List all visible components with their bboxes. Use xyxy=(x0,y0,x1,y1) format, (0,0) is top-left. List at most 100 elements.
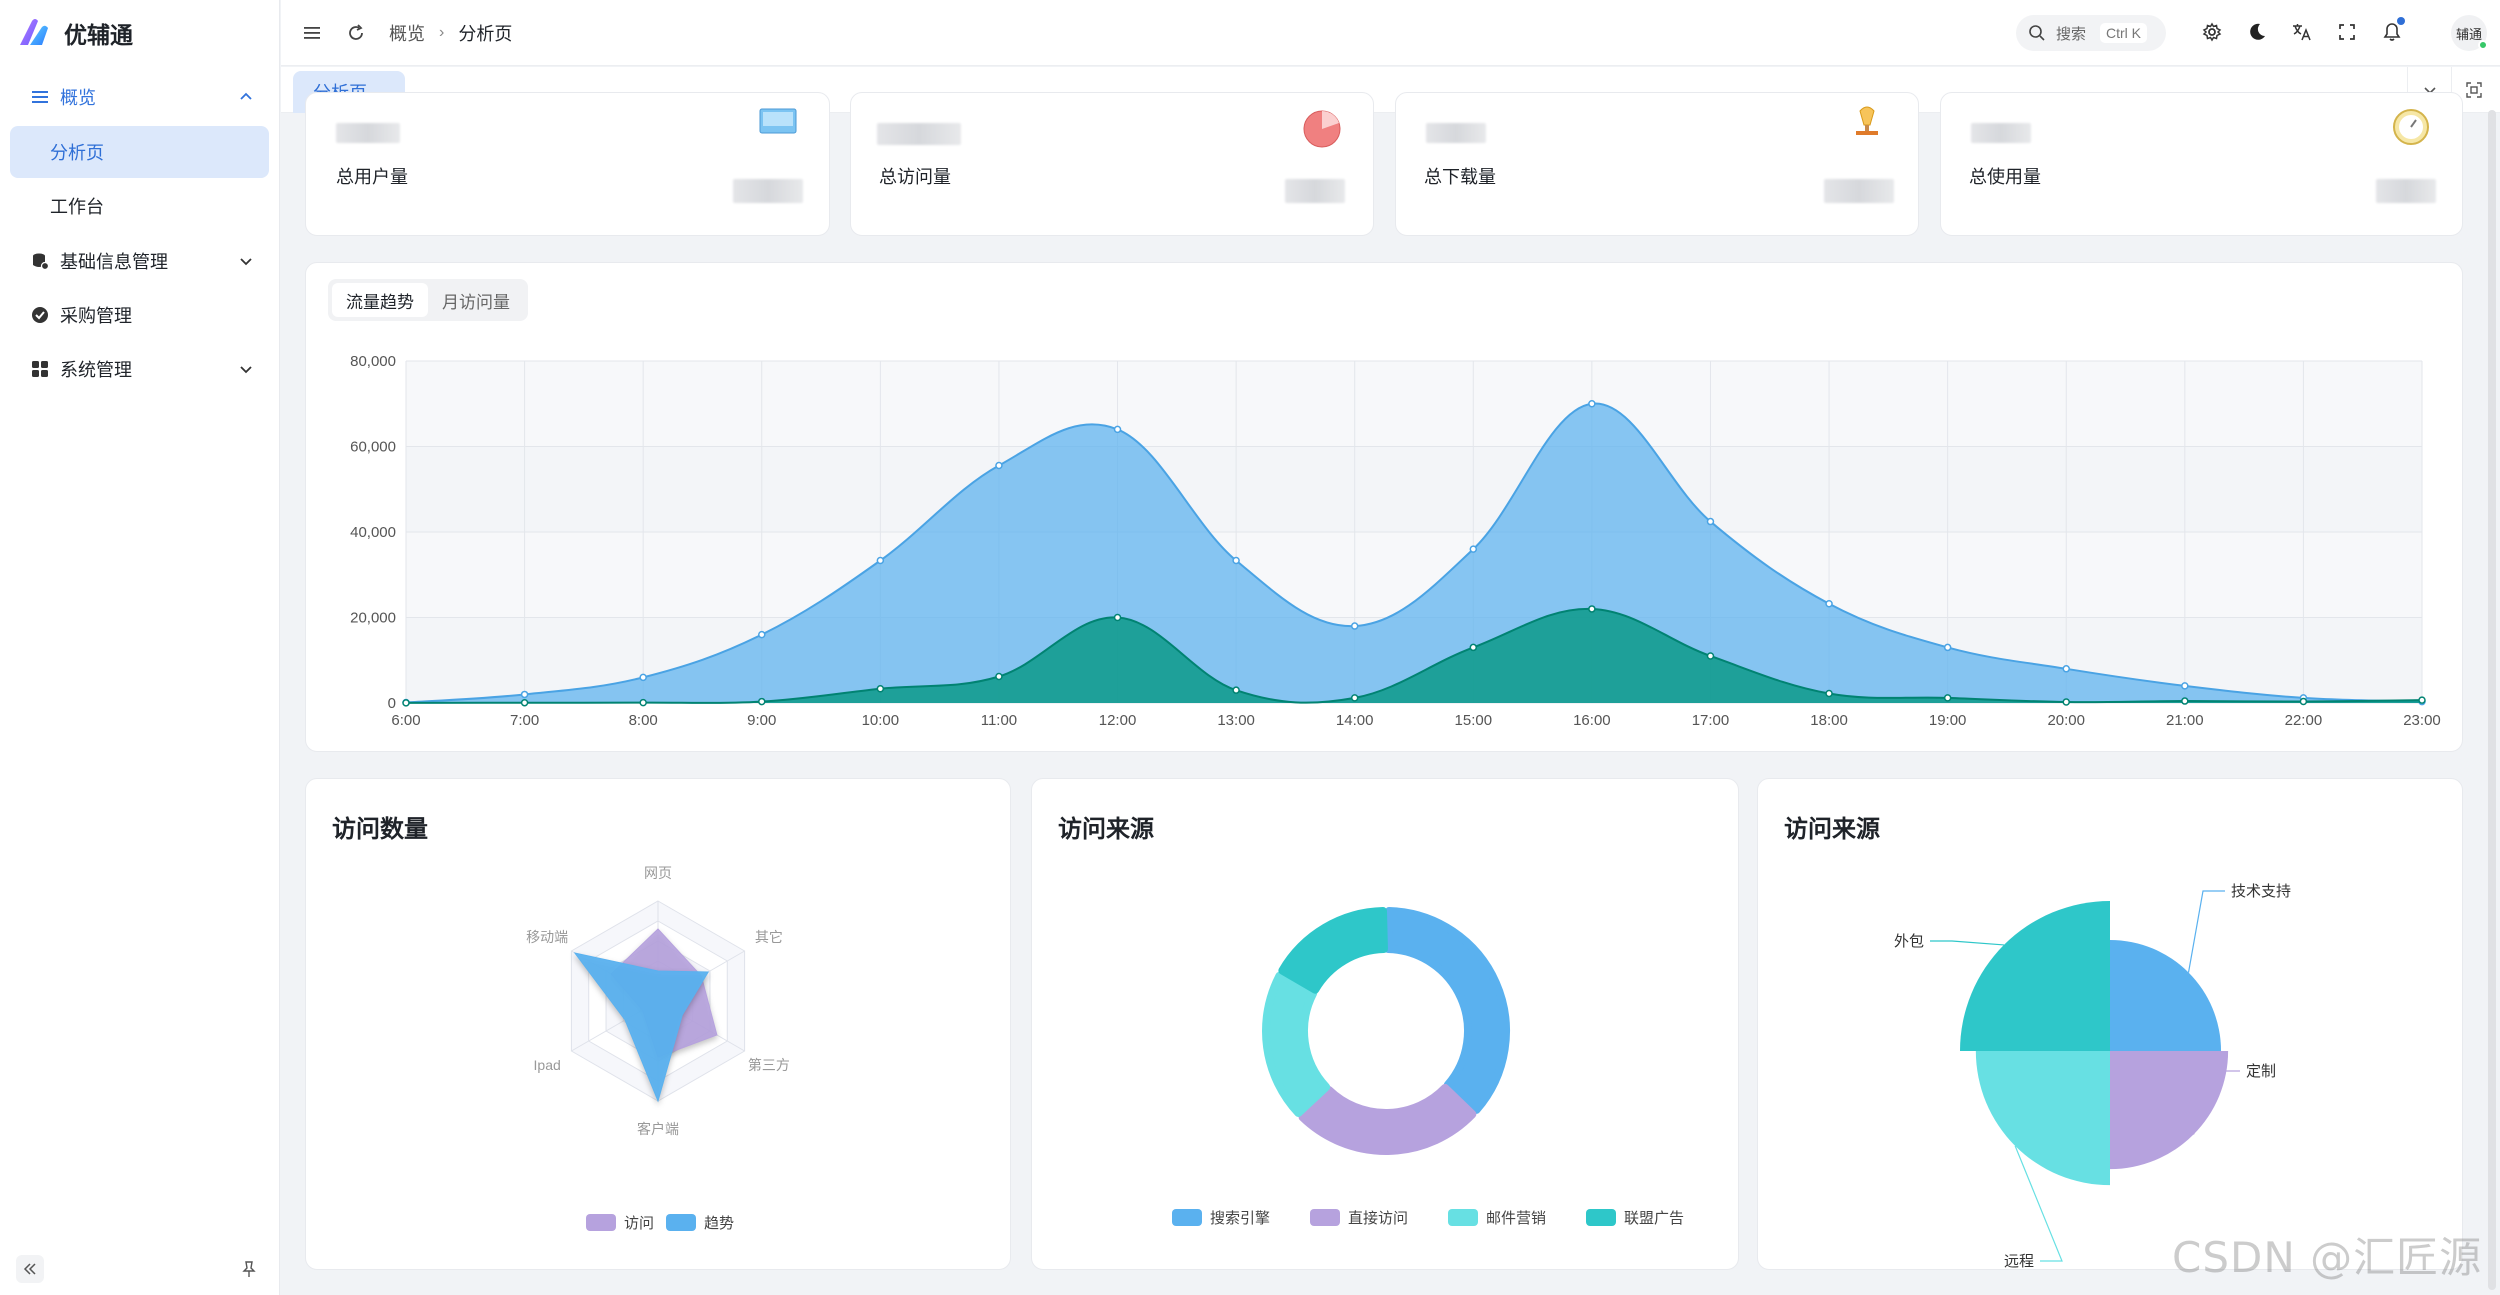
breadcrumb-item[interactable]: 概览 xyxy=(389,23,425,44)
data-point xyxy=(520,690,529,699)
user-avatar[interactable]: 辅通 xyxy=(2451,15,2488,51)
double-chevron-left-icon xyxy=(23,1263,36,1275)
grid-icon xyxy=(30,359,50,379)
data-point xyxy=(995,461,1003,470)
data-point xyxy=(876,556,885,565)
data-point xyxy=(1588,605,1596,613)
legend-swatch xyxy=(1448,1209,1478,1226)
radar-series-area xyxy=(573,952,710,1103)
x-tick-label: 10:00 xyxy=(862,712,900,729)
card-title: 访问来源 xyxy=(1058,816,1154,843)
lamp-icon xyxy=(1856,106,1878,135)
y-tick-label: 60,000 xyxy=(350,439,396,456)
chevron-down-icon xyxy=(240,258,252,266)
sidebar-item-overview[interactable]: 概览 xyxy=(10,70,269,124)
x-tick-label: 19:00 xyxy=(1929,712,1967,729)
sidebar-item-label: 采购管理 xyxy=(60,306,132,326)
settings-gear-icon[interactable] xyxy=(2201,21,2223,43)
series-area xyxy=(406,608,2422,703)
radar-indicator-label: 客户端 xyxy=(637,1121,679,1137)
collapse-sidebar-button[interactable] xyxy=(16,1255,44,1283)
pin-sidebar-button[interactable] xyxy=(235,1255,263,1283)
notification-dot xyxy=(2397,17,2405,25)
data-point xyxy=(1943,643,1952,652)
sidebar-footer xyxy=(16,1255,263,1285)
rose-slice xyxy=(2110,1051,2229,1170)
trend-tab-switch: 流量趋势 月访问量 xyxy=(328,279,528,321)
legend-swatch xyxy=(1172,1209,1202,1226)
card-title: 访问来源 xyxy=(1784,816,1880,843)
series-area xyxy=(406,403,2422,703)
legend-label: 联盟广告 xyxy=(1624,1210,1684,1227)
grid-band xyxy=(406,361,2422,447)
tab-traffic-trend[interactable]: 流量趋势 xyxy=(332,283,428,317)
legend-swatch xyxy=(1310,1209,1340,1226)
tab-maximize-button[interactable] xyxy=(2451,67,2495,113)
data-point xyxy=(2299,697,2308,706)
x-tick-label: 15:00 xyxy=(1455,712,1493,729)
legend-swatch xyxy=(1586,1209,1616,1226)
legend-label: 访问 xyxy=(624,1215,654,1232)
blurred-value xyxy=(2376,179,2436,203)
blurred-value xyxy=(877,123,961,145)
rose-slice-label: 远程 xyxy=(2004,1253,2034,1269)
header-actions xyxy=(2201,17,2426,43)
online-status-dot xyxy=(2478,40,2488,50)
y-tick-label: 40,000 xyxy=(350,524,396,541)
sidebar-item-system[interactable]: 系统管理 xyxy=(10,342,269,396)
legend-label: 搜索引擎 xyxy=(1210,1210,1270,1227)
data-point xyxy=(1706,517,1715,526)
rose-slice-label: 技术支持 xyxy=(2231,883,2291,900)
card-title: 访问数量 xyxy=(332,816,428,843)
sidebar-item-basic-info[interactable]: 基础信息管理 xyxy=(10,234,269,288)
data-point xyxy=(1350,694,1359,702)
donut-legend: 搜索引擎 直接访问 邮件营销 联盟广告 xyxy=(1172,1209,1684,1227)
blurred-value xyxy=(733,179,803,203)
x-tick-label: 23:00 xyxy=(2403,712,2441,729)
blurred-value xyxy=(1285,179,1345,203)
language-translate-icon[interactable] xyxy=(2291,21,2313,43)
watermark: CSDN @汇匠源 xyxy=(2172,1233,2483,1282)
data-point xyxy=(1113,425,1122,434)
app-name: 优辅通 xyxy=(64,22,133,48)
avatar-text: 辅通 xyxy=(2455,26,2482,42)
data-point xyxy=(1469,545,1478,553)
data-point xyxy=(1350,622,1359,630)
label-leader-line xyxy=(1930,940,2004,946)
fullscreen-icon[interactable] xyxy=(2336,21,2358,43)
menu-toggle-icon[interactable] xyxy=(301,22,323,44)
page-scrollbar[interactable] xyxy=(2488,110,2496,1290)
monitor-icon xyxy=(759,108,797,134)
check-badge-icon xyxy=(30,305,50,325)
list-icon xyxy=(30,87,50,107)
chevron-down-icon xyxy=(240,366,252,374)
donut-slice xyxy=(1262,971,1331,1118)
x-tick-label: 20:00 xyxy=(2047,712,2085,729)
chevron-up-icon xyxy=(240,92,252,100)
notification-bell-icon[interactable] xyxy=(2381,17,2405,43)
search-placeholder: 搜索 xyxy=(2056,25,2087,43)
logo-icon xyxy=(20,19,48,45)
brand[interactable]: 优辅通 xyxy=(0,0,279,66)
tab-monthly-visits[interactable]: 月访问量 xyxy=(442,292,510,312)
sidebar-item-workbench[interactable]: 工作台 xyxy=(10,180,269,232)
clock-icon xyxy=(2393,109,2429,145)
y-tick-label: 80,000 xyxy=(350,353,396,370)
dark-mode-moon-icon[interactable] xyxy=(2246,21,2268,43)
sidebar-item-label: 概览 xyxy=(60,88,96,108)
search-box[interactable]: 搜索 Ctrl K xyxy=(2016,15,2166,51)
sidebar-item-label: 分析页 xyxy=(50,143,104,163)
sidebar-item-analysis[interactable]: 分析页 xyxy=(10,126,269,178)
data-point xyxy=(402,699,410,707)
donut-slice xyxy=(1278,907,1388,994)
sidebar-item-purchase[interactable]: 采购管理 xyxy=(10,288,269,342)
radar-legend: 访问 趋势 xyxy=(586,1214,734,1232)
data-point xyxy=(1588,400,1596,408)
data-point xyxy=(2062,665,2070,673)
radar-indicator-label: 第三方 xyxy=(748,1057,790,1073)
y-tick-label: 20,000 xyxy=(350,610,396,627)
label-leader-line xyxy=(2014,1145,2063,1262)
stat-label: 总用户量 xyxy=(336,167,408,187)
refresh-icon[interactable] xyxy=(345,22,367,44)
